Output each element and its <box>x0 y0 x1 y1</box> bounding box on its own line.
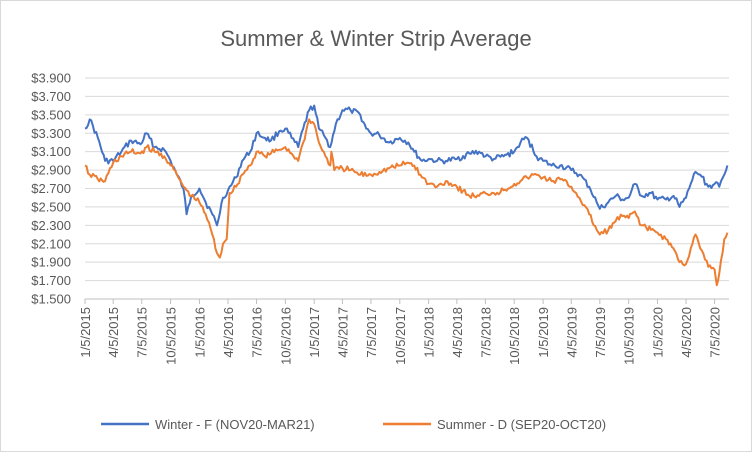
x-tick-label: 4/5/2019 <box>564 307 579 358</box>
x-tick-label: 10/5/2018 <box>507 307 522 365</box>
x-tick-label: 7/5/2018 <box>478 307 493 358</box>
y-tick-label: $3.500 <box>31 107 71 122</box>
grid-lines <box>85 77 729 282</box>
series-lines <box>84 104 729 287</box>
x-tick-label: 10/5/2017 <box>393 307 408 365</box>
x-tick-label: 4/5/2018 <box>450 307 465 358</box>
y-axis-ticks: $1.500 $1.700 $1.900 $2.100 $2.300 $2.500 $2.7… <box>31 71 71 307</box>
x-axis-ticks: 1/5/2015 4/5/2015 7/5/2015 10/5/2015 1/5/201… <box>78 299 723 365</box>
y-tick-label: $3.900 <box>31 71 71 86</box>
y-tick-label: $3.700 <box>31 89 71 104</box>
y-tick-label: $3.100 <box>31 144 71 159</box>
y-tick-label: $2.100 <box>31 236 71 251</box>
y-tick-label: $1.900 <box>31 255 71 270</box>
legend-label-winter: Winter - F (NOV20-MAR21) <box>155 417 315 432</box>
y-tick-label: $2.700 <box>31 181 71 196</box>
y-tick-label: $2.500 <box>31 199 71 214</box>
legend-item-winter: Winter - F (NOV20-MAR21) <box>101 417 315 432</box>
series-line-summer <box>84 118 729 287</box>
x-tick-label: 10/5/2015 <box>164 307 179 365</box>
x-tick-label: 1/5/2020 <box>651 307 666 358</box>
y-tick-label: $2.300 <box>31 218 71 233</box>
x-tick-label: 7/5/2017 <box>364 307 379 358</box>
chart-title: Summer & Winter Strip Average <box>220 26 531 51</box>
y-tick-label: $1.500 <box>31 292 71 307</box>
x-tick-label: 10/5/2019 <box>622 307 637 365</box>
x-tick-label: 7/5/2015 <box>135 307 150 358</box>
legend-item-summer: Summer - D (SEP20-OCT20) <box>383 417 606 432</box>
x-tick-label: 1/5/2016 <box>192 307 207 358</box>
x-tick-label: 1/5/2015 <box>78 307 93 358</box>
x-tick-label: 1/5/2019 <box>536 307 551 358</box>
x-tick-label: 4/5/2020 <box>679 307 694 358</box>
x-tick-label: 4/5/2016 <box>221 307 236 358</box>
x-tick-label: 7/5/2016 <box>250 307 265 358</box>
y-tick-label: $3.300 <box>31 126 71 141</box>
x-tick-label: 1/5/2017 <box>307 307 322 358</box>
x-tick-label: 10/5/2016 <box>278 307 293 365</box>
y-tick-label: $1.700 <box>31 273 71 288</box>
y-tick-label: $2.900 <box>31 163 71 178</box>
x-tick-label: 7/5/2020 <box>708 307 723 358</box>
x-tick-label: 1/5/2018 <box>422 307 437 358</box>
x-tick-label: 4/5/2017 <box>335 307 350 358</box>
legend: Winter - F (NOV20-MAR21) Summer - D (SEP… <box>101 417 606 432</box>
legend-label-summer: Summer - D (SEP20-OCT20) <box>437 417 606 432</box>
x-tick-label: 4/5/2015 <box>106 307 121 358</box>
x-tick-label: 7/5/2019 <box>593 307 608 358</box>
